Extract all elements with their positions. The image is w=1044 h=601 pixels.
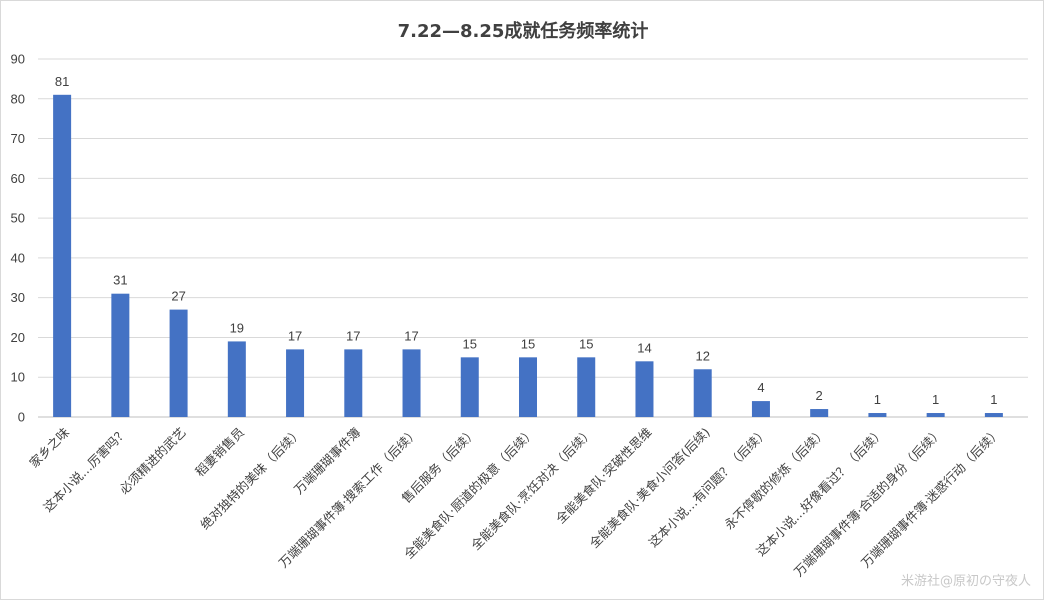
data-label: 31 (113, 273, 127, 288)
data-label: 15 (463, 336, 477, 351)
data-label: 1 (932, 392, 939, 407)
data-label: 17 (288, 328, 302, 343)
chart-title: 7.22—8.25成就任务频率统计 (398, 20, 649, 42)
category-label: 全能美食队·美食小问答(后续) (586, 425, 712, 551)
data-label: 4 (757, 380, 764, 395)
y-tick-label: 80 (11, 91, 25, 106)
category-label: 全能美食队·烹饪对决（后续） (468, 425, 596, 553)
category-label: 稻妻销售员 (192, 425, 247, 480)
data-label: 81 (55, 74, 69, 89)
bar (53, 94, 72, 418)
gridlines (38, 58, 1028, 418)
bar (460, 357, 479, 417)
category-label: 全能美食队·突破性思维 (553, 425, 655, 527)
bars (53, 94, 1003, 418)
bar (519, 357, 537, 417)
y-tick-label: 30 (11, 290, 25, 305)
y-tick-label: 60 (11, 171, 25, 186)
bar (227, 341, 246, 417)
y-tick-label: 90 (11, 52, 25, 67)
data-label: 17 (346, 328, 360, 343)
bar (926, 413, 945, 417)
y-axis-ticks: 0 10 20 30 40 50 60 70 80 90 (11, 52, 25, 425)
category-label: 这本小说…有问题？（后续） (646, 425, 772, 551)
bar (751, 401, 770, 417)
bar (344, 349, 363, 417)
bar (868, 413, 887, 417)
category-label: 家乡之味 (26, 424, 72, 470)
bar (693, 369, 712, 417)
category-label: 永不停歇的修炼（后续） (721, 425, 829, 533)
data-label: 19 (230, 320, 244, 335)
bar (577, 357, 596, 417)
y-tick-label: 40 (11, 250, 25, 265)
data-label: 27 (171, 289, 185, 304)
category-label: 绝对独特的美味（后续） (197, 425, 305, 533)
data-label: 17 (404, 328, 418, 343)
y-tick-label: 70 (11, 131, 25, 146)
data-label: 1 (990, 392, 997, 407)
bar (169, 309, 188, 417)
bar (286, 349, 305, 417)
bar (635, 361, 654, 417)
data-label: 15 (579, 336, 593, 351)
data-label: 15 (521, 336, 535, 351)
watermark-text: 米游社@原初の守夜人 (901, 573, 1031, 589)
bar (984, 413, 1003, 417)
y-tick-label: 50 (11, 211, 25, 226)
bar (111, 293, 130, 417)
y-tick-label: 0 (18, 410, 25, 425)
data-label: 12 (695, 348, 709, 363)
data-label: 14 (637, 340, 651, 355)
data-label: 1 (874, 392, 881, 407)
data-label: 2 (816, 388, 823, 403)
bar (402, 349, 421, 417)
y-tick-label: 20 (11, 330, 25, 345)
data-labels: 81 31 27 19 17 17 17 15 15 15 14 12 4 2 1 1 1 (55, 74, 998, 407)
bar (810, 409, 829, 417)
y-tick-label: 10 (11, 370, 25, 385)
